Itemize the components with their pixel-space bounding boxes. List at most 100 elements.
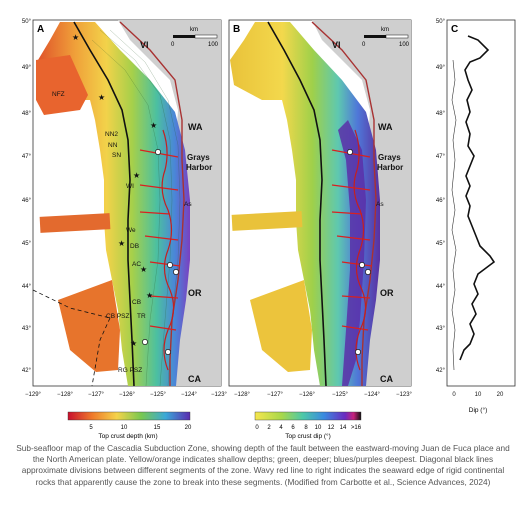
seg-rg-psz: RG PSZ	[118, 367, 142, 374]
svg-text:10: 10	[121, 425, 128, 431]
panel-b: VI WA Grays Harbor As OR CA B km 0 100 −…	[228, 19, 413, 440]
lat-labels-a: 50° 49° 48° 47° 46° 45° 44° 43° 42°	[22, 19, 32, 374]
wavy-boundary-a	[161, 129, 175, 371]
svg-text:49°: 49°	[22, 65, 32, 71]
coastline-b	[311, 21, 377, 386]
dip-swath	[230, 22, 380, 386]
panel-a-letter: A	[37, 24, 44, 35]
colorbar-a: 5 10 15 20 Top crust depth (km)	[67, 411, 192, 440]
wavy-boundary-b	[353, 129, 367, 371]
panel-b-letter: B	[233, 24, 240, 35]
region-label-ca-b: CA	[380, 374, 393, 384]
svg-text:44°: 44°	[22, 284, 32, 290]
svg-text:15: 15	[154, 425, 161, 431]
panel-c-letter: C	[451, 24, 458, 35]
svg-text:Top crust depth (km): Top crust depth (km)	[98, 433, 157, 440]
seg-we: We	[126, 227, 136, 234]
svg-text:100: 100	[399, 42, 410, 48]
svg-text:−128°: −128°	[57, 392, 74, 398]
svg-text:8: 8	[304, 425, 308, 431]
svg-text:−127°: −127°	[267, 392, 284, 398]
svg-text:km: km	[190, 27, 198, 33]
svg-text:43°: 43°	[22, 326, 32, 332]
svg-text:★: ★	[98, 93, 105, 102]
svg-text:−124°: −124°	[364, 392, 381, 398]
deep-band-b	[338, 120, 366, 386]
svg-text:14: 14	[340, 425, 347, 431]
dashed-line-2	[91, 317, 111, 387]
svg-text:20: 20	[497, 392, 504, 398]
figure-caption: Sub-seafloor map of the Cascadia Subduct…	[16, 443, 510, 487]
svg-text:0: 0	[255, 425, 259, 431]
seg-cb: CB	[132, 299, 141, 306]
svg-text:−123°: −123°	[396, 392, 413, 398]
svg-text:46°: 46°	[436, 198, 446, 204]
west-strip-b	[231, 211, 303, 231]
svg-text:−126°: −126°	[119, 392, 136, 398]
svg-text:45°: 45°	[436, 241, 446, 247]
panel-c: C 50° 49° 48° 47° 46° 45° 44° 43° 42° 0 …	[436, 19, 516, 414]
region-label-grays-a: Grays Harbor	[186, 153, 212, 172]
region-label-or-b: OR	[380, 288, 394, 298]
svg-text:10: 10	[475, 392, 482, 398]
svg-text:48°: 48°	[22, 111, 32, 117]
svg-text:46°: 46°	[22, 198, 32, 204]
region-label-grays-b: Grays Harbor	[377, 153, 403, 172]
dip-profile-thick	[459, 35, 496, 361]
svg-text:★: ★	[150, 121, 157, 130]
svg-text:★: ★	[140, 265, 147, 274]
svg-text:Top crust dip (°): Top crust dip (°)	[285, 432, 331, 440]
west-strip-a	[39, 213, 111, 233]
svg-text:47°: 47°	[22, 154, 32, 160]
seg-tr: TR	[137, 313, 146, 320]
svg-text:★: ★	[146, 291, 153, 300]
west-lobe-b	[250, 280, 312, 372]
region-label-wa-b: WA	[378, 122, 393, 132]
region-label-ca-a: CA	[188, 374, 201, 384]
c-xticks: 0 10 20	[452, 392, 504, 398]
svg-text:6: 6	[291, 425, 295, 431]
svg-text:−127°: −127°	[88, 392, 105, 398]
svg-text:50°: 50°	[22, 19, 32, 25]
grays-b-line2: Harbor	[377, 163, 403, 172]
svg-text:★: ★	[133, 171, 140, 180]
svg-text:43°: 43°	[436, 326, 446, 332]
panel-a: ★★★ ★★★ ★★ VI WA Grays Harbor OR CA NFZ …	[22, 19, 228, 440]
svg-text:−125°: −125°	[332, 392, 349, 398]
svg-text:0: 0	[171, 42, 175, 48]
svg-text:−123°: −123°	[211, 392, 228, 398]
nfz-patch	[36, 55, 88, 115]
svg-text:−126°: −126°	[299, 392, 316, 398]
svg-text:48°: 48°	[436, 111, 446, 117]
seg-nn: NN	[108, 142, 118, 149]
lon-labels-b: −128° −127° −126° −125° −124° −123°	[234, 392, 413, 398]
panel-c-frame	[446, 19, 516, 387]
svg-text:−129°: −129°	[25, 392, 42, 398]
svg-text:5: 5	[89, 425, 93, 431]
lon-labels-a: −129° −128° −127° −126° −125° −124° −123…	[25, 392, 228, 398]
svg-text:47°: 47°	[436, 154, 446, 160]
seg-cb-psz: CB PSZ	[106, 313, 130, 320]
svg-text:100: 100	[208, 42, 219, 48]
region-label-vi-b: VI	[332, 40, 341, 50]
grays-line2: Harbor	[186, 163, 212, 172]
svg-text:42°: 42°	[22, 368, 32, 374]
svg-text:0: 0	[362, 42, 366, 48]
lat-labels-c: 50° 49° 48° 47° 46° 45° 44° 43° 42°	[436, 19, 446, 374]
svg-text:★: ★	[130, 339, 137, 348]
coastline-a	[119, 21, 185, 386]
svg-text:−125°: −125°	[150, 392, 167, 398]
deformation-front-b	[267, 21, 327, 386]
seg-wi: WI	[126, 183, 134, 190]
panel-c-xlabel: Dip (°)	[469, 406, 488, 414]
svg-text:★: ★	[72, 33, 79, 42]
svg-text:−124°: −124°	[181, 392, 198, 398]
seg-nfz: NFZ	[52, 91, 65, 98]
region-label-or-a: OR	[188, 288, 202, 298]
svg-text:0: 0	[452, 392, 456, 398]
svg-text:km: km	[381, 27, 389, 33]
svg-text:2: 2	[267, 425, 271, 431]
svg-text:20: 20	[185, 425, 192, 431]
land-mass-b	[312, 20, 411, 386]
svg-text:44°: 44°	[436, 284, 446, 290]
